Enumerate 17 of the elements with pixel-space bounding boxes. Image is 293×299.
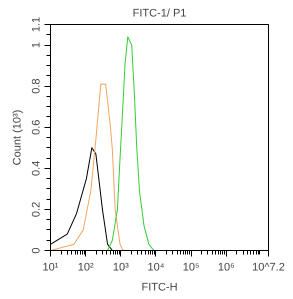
x-tick-label: 10² [78, 262, 94, 274]
chart-title: FITC-1/ P1 [132, 8, 186, 20]
x-tick-label: 10¹ [42, 262, 59, 274]
y-tick-label: 0.2 [30, 202, 42, 218]
x-tick-label: 10^7.2 [252, 262, 285, 274]
x-tick-label: 10⁴ [148, 262, 165, 274]
y-tick-label: 0.6 [30, 120, 42, 135]
y-tick-label: 1.1 [30, 16, 42, 32]
x-tick-label: 10³ [112, 262, 130, 274]
y-tick-label: 0.4 [30, 160, 42, 176]
y-tick-label: 0 [30, 247, 42, 254]
y-tick-label: 1 [30, 42, 42, 48]
y-tick-label: 0.8 [30, 78, 42, 94]
y-axis-title: Count (10³) [12, 110, 24, 166]
x-tick-label: 10⁵ [182, 262, 200, 274]
x-tick-label: 10⁶ [218, 262, 235, 274]
x-axis-title: FITC-H [141, 282, 178, 294]
